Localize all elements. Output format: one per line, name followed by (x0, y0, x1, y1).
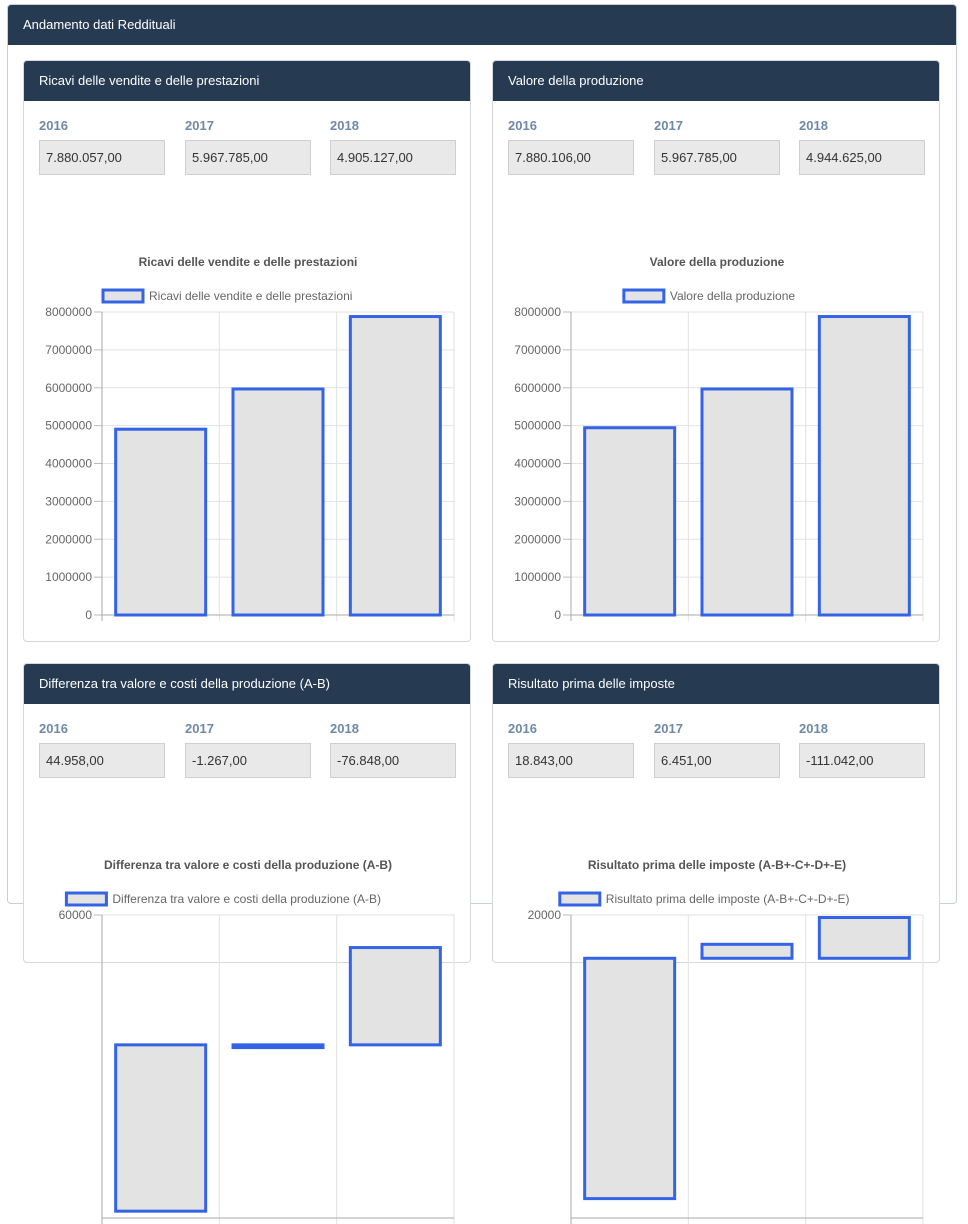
y-tick-label: 3000000 (514, 494, 561, 508)
year-value-field: 5.967.785,00 (654, 140, 780, 175)
y-tick-label: 4000000 (45, 457, 92, 471)
y-tick-label: 5000000 (514, 419, 561, 433)
bar[interactable] (114, 427, 208, 617)
bar[interactable] (700, 942, 794, 960)
y-tick-label: 7000000 (45, 343, 92, 357)
y-tick-label: 1000000 (514, 570, 561, 584)
y-tick-label: 5000000 (45, 419, 92, 433)
legend-swatch[interactable] (101, 288, 145, 304)
bar[interactable] (348, 315, 442, 617)
legend-label[interactable]: Ricavi delle vendite e delle prestazioni (149, 289, 352, 303)
bar[interactable] (817, 916, 911, 960)
chart-panel: Ricavi delle vendite e delle prestazioni… (23, 60, 471, 642)
year-value-field: -111.042,00 (799, 743, 925, 778)
y-tick-label: 0 (554, 608, 561, 621)
bar[interactable] (231, 1043, 325, 1050)
y-tick-label: 2000000 (45, 532, 92, 546)
y-tick-label: 2000000 (514, 532, 561, 546)
year-label: 2018 (799, 118, 828, 133)
year-value-field: 7.880.057,00 (39, 140, 165, 175)
chart-title: Risultato prima delle imposte (A-B+-C+-D… (588, 858, 846, 872)
y-tick-label: 6000000 (514, 381, 561, 395)
panel-title: Risultato prima delle imposte (493, 664, 939, 704)
bar-chart: Differenza tra valore e costi della prod… (59, 858, 455, 1224)
bar[interactable] (817, 315, 911, 617)
legend-swatch[interactable] (558, 891, 602, 907)
panel-title: Valore della produzione (493, 61, 939, 101)
y-tick-label: 4000000 (514, 457, 561, 471)
year-label: 2018 (330, 118, 359, 133)
year-label: 2018 (330, 721, 359, 736)
legend-swatch[interactable] (622, 288, 666, 304)
year-label: 2016 (508, 118, 537, 133)
legend-label[interactable]: Valore della produzione (670, 289, 796, 303)
year-value-field: 5.967.785,00 (185, 140, 311, 175)
year-value-field: -76.848,00 (330, 743, 456, 778)
year-value-field: 4.905.127,00 (330, 140, 456, 175)
year-value-field: 4.944.625,00 (799, 140, 925, 175)
chart-panel: Risultato prima delle imposte 2016 18.843,… (492, 663, 940, 1224)
bar[interactable] (583, 426, 677, 617)
year-label: 2017 (185, 721, 214, 736)
section-title: Andamento dati Reddituali (8, 5, 956, 45)
y-tick-label: 3000000 (45, 494, 92, 508)
year-label: 2016 (508, 721, 537, 736)
bar[interactable] (348, 946, 442, 1047)
year-label: 2017 (654, 721, 683, 736)
y-tick-label: 1000000 (45, 570, 92, 584)
year-value-field: 44.958,00 (39, 743, 165, 778)
y-tick-label: 8000000 (514, 305, 561, 319)
year-value-field: -1.267,00 (185, 743, 311, 778)
chart-panel: Differenza tra valore e costi della prod… (23, 663, 471, 1224)
bar-chart: Risultato prima delle imposte (A-B+-C+-D… (528, 858, 924, 1224)
chart-title: Ricavi delle vendite e delle prestazioni (139, 255, 358, 269)
chart-title: Valore della produzione (650, 255, 785, 269)
year-label: 2017 (654, 118, 683, 133)
y-tick-label: 7000000 (514, 343, 561, 357)
panel-title: Differenza tra valore e costi della prod… (24, 664, 470, 704)
year-label: 2017 (185, 118, 214, 133)
panel-title: Ricavi delle vendite e delle prestazioni (24, 61, 470, 101)
legend-label[interactable]: Differenza tra valore e costi della prod… (112, 892, 381, 906)
y-tick-label: 0 (85, 608, 92, 621)
year-label: 2016 (39, 721, 68, 736)
year-label: 2018 (799, 721, 828, 736)
legend-label[interactable]: Risultato prima delle imposte (A-B+-C+-D… (606, 892, 850, 906)
chart-panel: Valore della produzione 2016 7.880.106,00 2… (492, 60, 940, 642)
y-tick-label: 8000000 (45, 305, 92, 319)
chart-title: Differenza tra valore e costi della prod… (104, 858, 392, 872)
legend-swatch[interactable] (64, 891, 108, 907)
bar[interactable] (114, 1043, 208, 1213)
bar[interactable] (231, 387, 325, 617)
bar-chart: Ricavi delle vendite e delle prestazioni… (45, 255, 455, 621)
bar[interactable] (583, 956, 677, 1201)
year-value-field: 18.843,00 (508, 743, 634, 778)
y-tick-label: 20000 (528, 908, 562, 922)
bar[interactable] (700, 387, 794, 617)
y-tick-label: 6000000 (45, 381, 92, 395)
year-value-field: 7.880.106,00 (508, 140, 634, 175)
bar-chart: Valore della produzione Valore della prod… (514, 255, 924, 621)
year-value-field: 6.451,00 (654, 743, 780, 778)
y-tick-label: 60000 (59, 908, 93, 922)
year-label: 2016 (39, 118, 68, 133)
